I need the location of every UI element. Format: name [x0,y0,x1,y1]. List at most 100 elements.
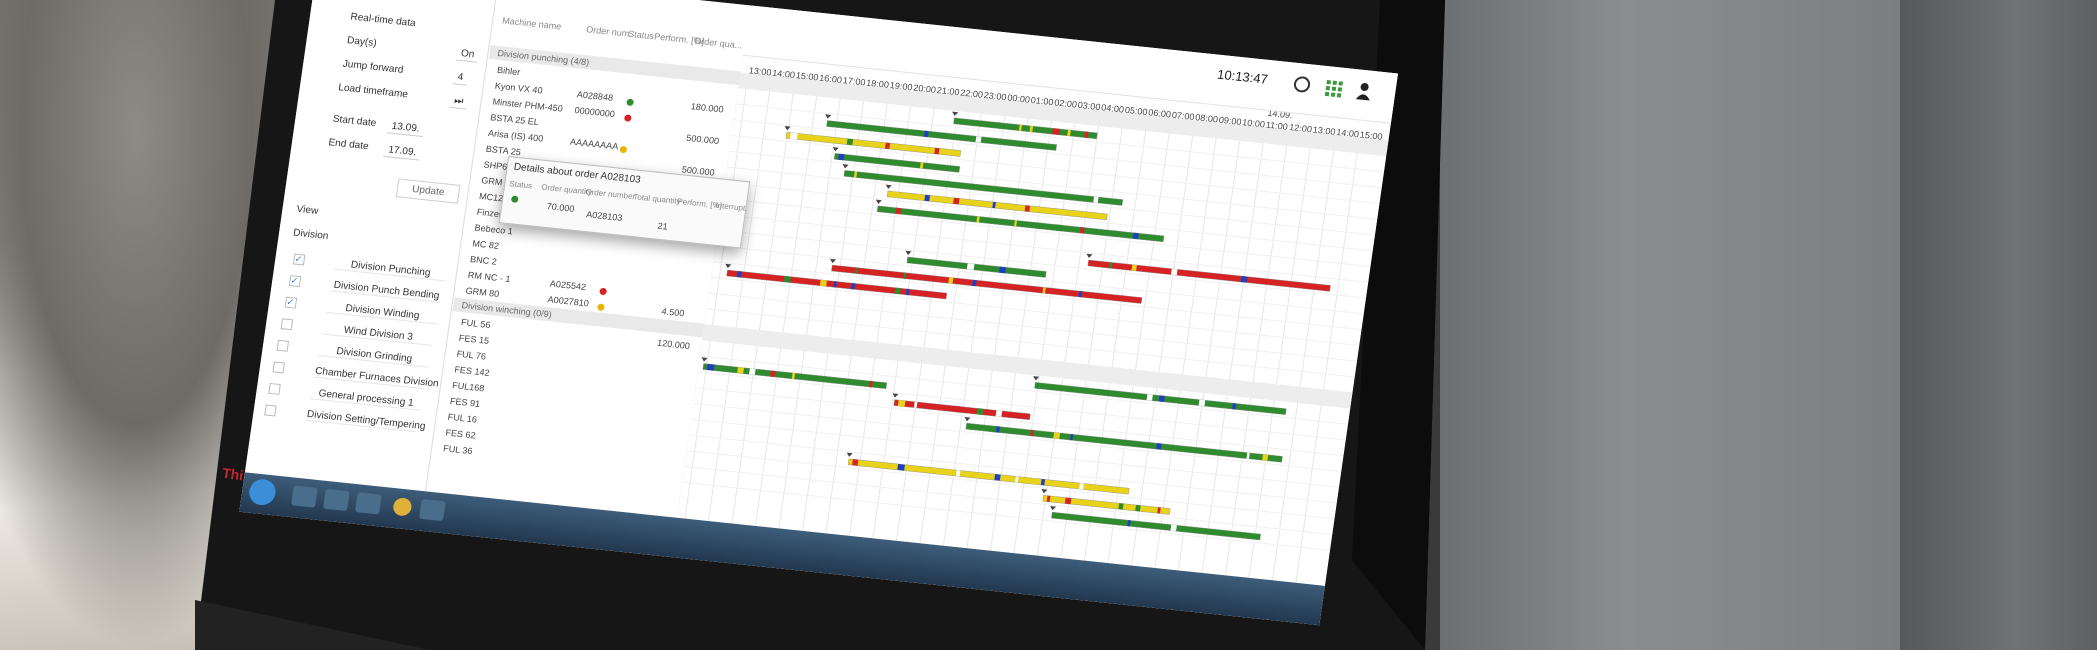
gantt-marker [952,111,959,116]
gantt-segment [1036,222,1042,229]
gantt-segment [1156,443,1162,450]
division-checkbox[interactable] [280,318,294,331]
gantt-bar [785,132,962,157]
order-quantity: 120.000 [656,337,691,352]
gantt-segment [769,370,776,378]
machine-name: FUL 56 [460,317,492,331]
division-checkbox[interactable] [268,382,281,395]
division-checkbox[interactable]: ✓ [288,275,302,288]
field-value[interactable]: 4 [452,70,469,86]
division-checkbox[interactable]: ✓ [284,296,298,309]
division-name[interactable]: Division Grinding [318,344,431,368]
hour-grid-line [1130,124,1195,566]
division-checkbox[interactable] [276,339,290,352]
division-name[interactable]: Wind Division 3 [322,322,435,347]
division-checkbox[interactable] [272,361,285,374]
field-label: End date [327,137,370,153]
order-number: AAAAAAAA [569,136,619,152]
division-name[interactable]: Division Setting/Tempering [306,408,427,433]
gantt-segment [942,180,949,188]
order-number: A028848 [576,89,614,103]
gantt-segment [1093,196,1099,203]
gantt-segment [1030,429,1034,437]
gantt-bar [876,205,1165,243]
gantt-segment [783,276,792,283]
division-name[interactable]: Division Punch Bending [330,279,443,303]
row-line [720,213,1369,283]
gantt-segment [813,135,820,142]
field-value[interactable]: 17.09. [383,143,422,161]
hour-grid-line [707,79,772,522]
gantt-bar [953,117,1098,140]
division-name[interactable]: Division Winding [326,301,439,325]
row-line [684,465,1333,536]
popup-column: Status [508,179,533,191]
gantt-segment [1054,224,1063,232]
update-button[interactable]: Update [395,178,461,204]
gantt-marker [832,147,839,152]
gantt-segment [852,459,859,466]
gantt-segment [846,138,854,146]
machine-name: BNC 2 [469,254,498,267]
gantt-segment [789,132,798,140]
gantt-marker [885,184,892,189]
gantt-segment [972,279,977,287]
popup-quantity: 70.000 [546,201,576,214]
gantt-segment [1069,434,1074,441]
hour-grid-line [801,89,866,531]
division-checkbox[interactable]: ✓ [292,253,306,266]
popup-status-dot [510,195,519,203]
group-header: Division punching (4/8) [488,45,757,87]
gantt-segment [1198,399,1206,407]
view-label: View [295,203,319,217]
gantt-segment [1262,454,1269,461]
hour-grid-line [1201,131,1266,573]
row-line [708,292,1358,362]
gantt-segment [995,410,1003,417]
gantt-segment [1237,451,1245,459]
gantt-segment [869,381,873,388]
gantt-segment [1067,129,1071,137]
row-line [693,402,1342,473]
field-value[interactable]: ⏭ [449,93,469,110]
gantt-segment [897,400,906,407]
gantt-bar [831,264,1143,304]
machine-name: FES 91 [449,395,481,409]
division-label: Division [292,227,330,243]
division-name[interactable]: General processing 1 [310,387,422,411]
gantt-segment [736,271,742,278]
order-number: 00000000 [574,105,616,120]
gantt-segment [966,263,975,270]
popup-column: Interrupt. [714,200,749,214]
field-value[interactable]: 13.09. [386,119,425,137]
division-name[interactable]: Division Punching [334,257,447,282]
gantt-segment [976,408,984,415]
hour-grid-line [1224,133,1289,576]
gantt-segment [938,196,945,203]
gantt-marker [1086,253,1093,259]
hour-grid-line [778,87,843,529]
status-dot [599,287,608,296]
gantt-segment [1146,394,1153,401]
hour-grid-line [825,91,890,534]
division-name[interactable]: Chamber Furnaces Division [314,365,440,390]
gantt-marker [725,263,732,269]
gantt-segment [934,147,940,155]
gantt-marker [875,199,882,204]
gantt-segment [998,266,1007,274]
machine-name: Bebeco 1 [474,222,514,237]
gantt-segment [1110,230,1119,238]
gantt-segment [891,191,899,198]
gantt-marker [1033,376,1040,381]
gantt-bar [1087,259,1331,292]
gantt-segment [791,372,796,380]
hour-grid-line [1107,121,1172,564]
field-value[interactable]: On [455,46,480,63]
division-checkbox[interactable] [264,404,277,417]
gantt-segment [884,142,891,150]
column-header: Machine name [501,15,562,32]
hour-grid-line [684,77,749,519]
gantt-marker [892,393,899,398]
group-band [738,72,1389,157]
